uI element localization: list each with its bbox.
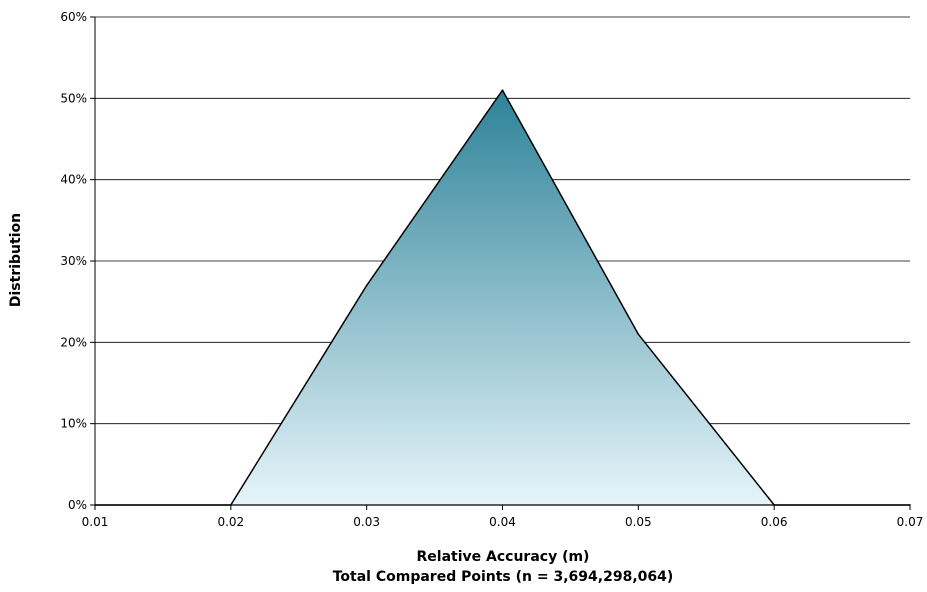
x-tick-label: 0.01 bbox=[82, 515, 109, 529]
data-point bbox=[365, 284, 368, 287]
axes bbox=[94, 17, 910, 506]
x-axis-subtitle: Total Compared Points (n = 3,694,298,064… bbox=[333, 569, 674, 585]
x-tick-labels: 0.01 0.02 0.03 0.04 0.05 0.06 0.07 bbox=[82, 515, 924, 529]
x-tick-label: 0.06 bbox=[761, 515, 788, 529]
y-tick-label: 60% bbox=[60, 10, 87, 24]
data-point bbox=[637, 333, 640, 336]
x-tick-label: 0.02 bbox=[217, 515, 244, 529]
x-tick-label: 0.03 bbox=[353, 515, 380, 529]
distribution-area bbox=[95, 90, 910, 505]
y-tick-labels: 0% 10% 20% 30% 40% 50% 60% bbox=[60, 10, 87, 512]
y-tick-label: 20% bbox=[60, 335, 87, 349]
y-axis-title: Distribution bbox=[8, 213, 24, 307]
x-axis-title: Relative Accuracy (m) bbox=[417, 549, 590, 565]
x-tick-label: 0.05 bbox=[625, 515, 652, 529]
x-tick-label: 0.04 bbox=[489, 515, 516, 529]
y-tick-label: 0% bbox=[68, 498, 87, 512]
x-tick-label: 0.07 bbox=[897, 515, 924, 529]
y-tick-label: 10% bbox=[60, 417, 87, 431]
y-tick-label: 30% bbox=[60, 254, 87, 268]
y-tick-label: 40% bbox=[60, 173, 87, 187]
plot-area bbox=[94, 89, 911, 506]
y-tick-label: 50% bbox=[60, 91, 87, 105]
data-point bbox=[501, 89, 504, 91]
